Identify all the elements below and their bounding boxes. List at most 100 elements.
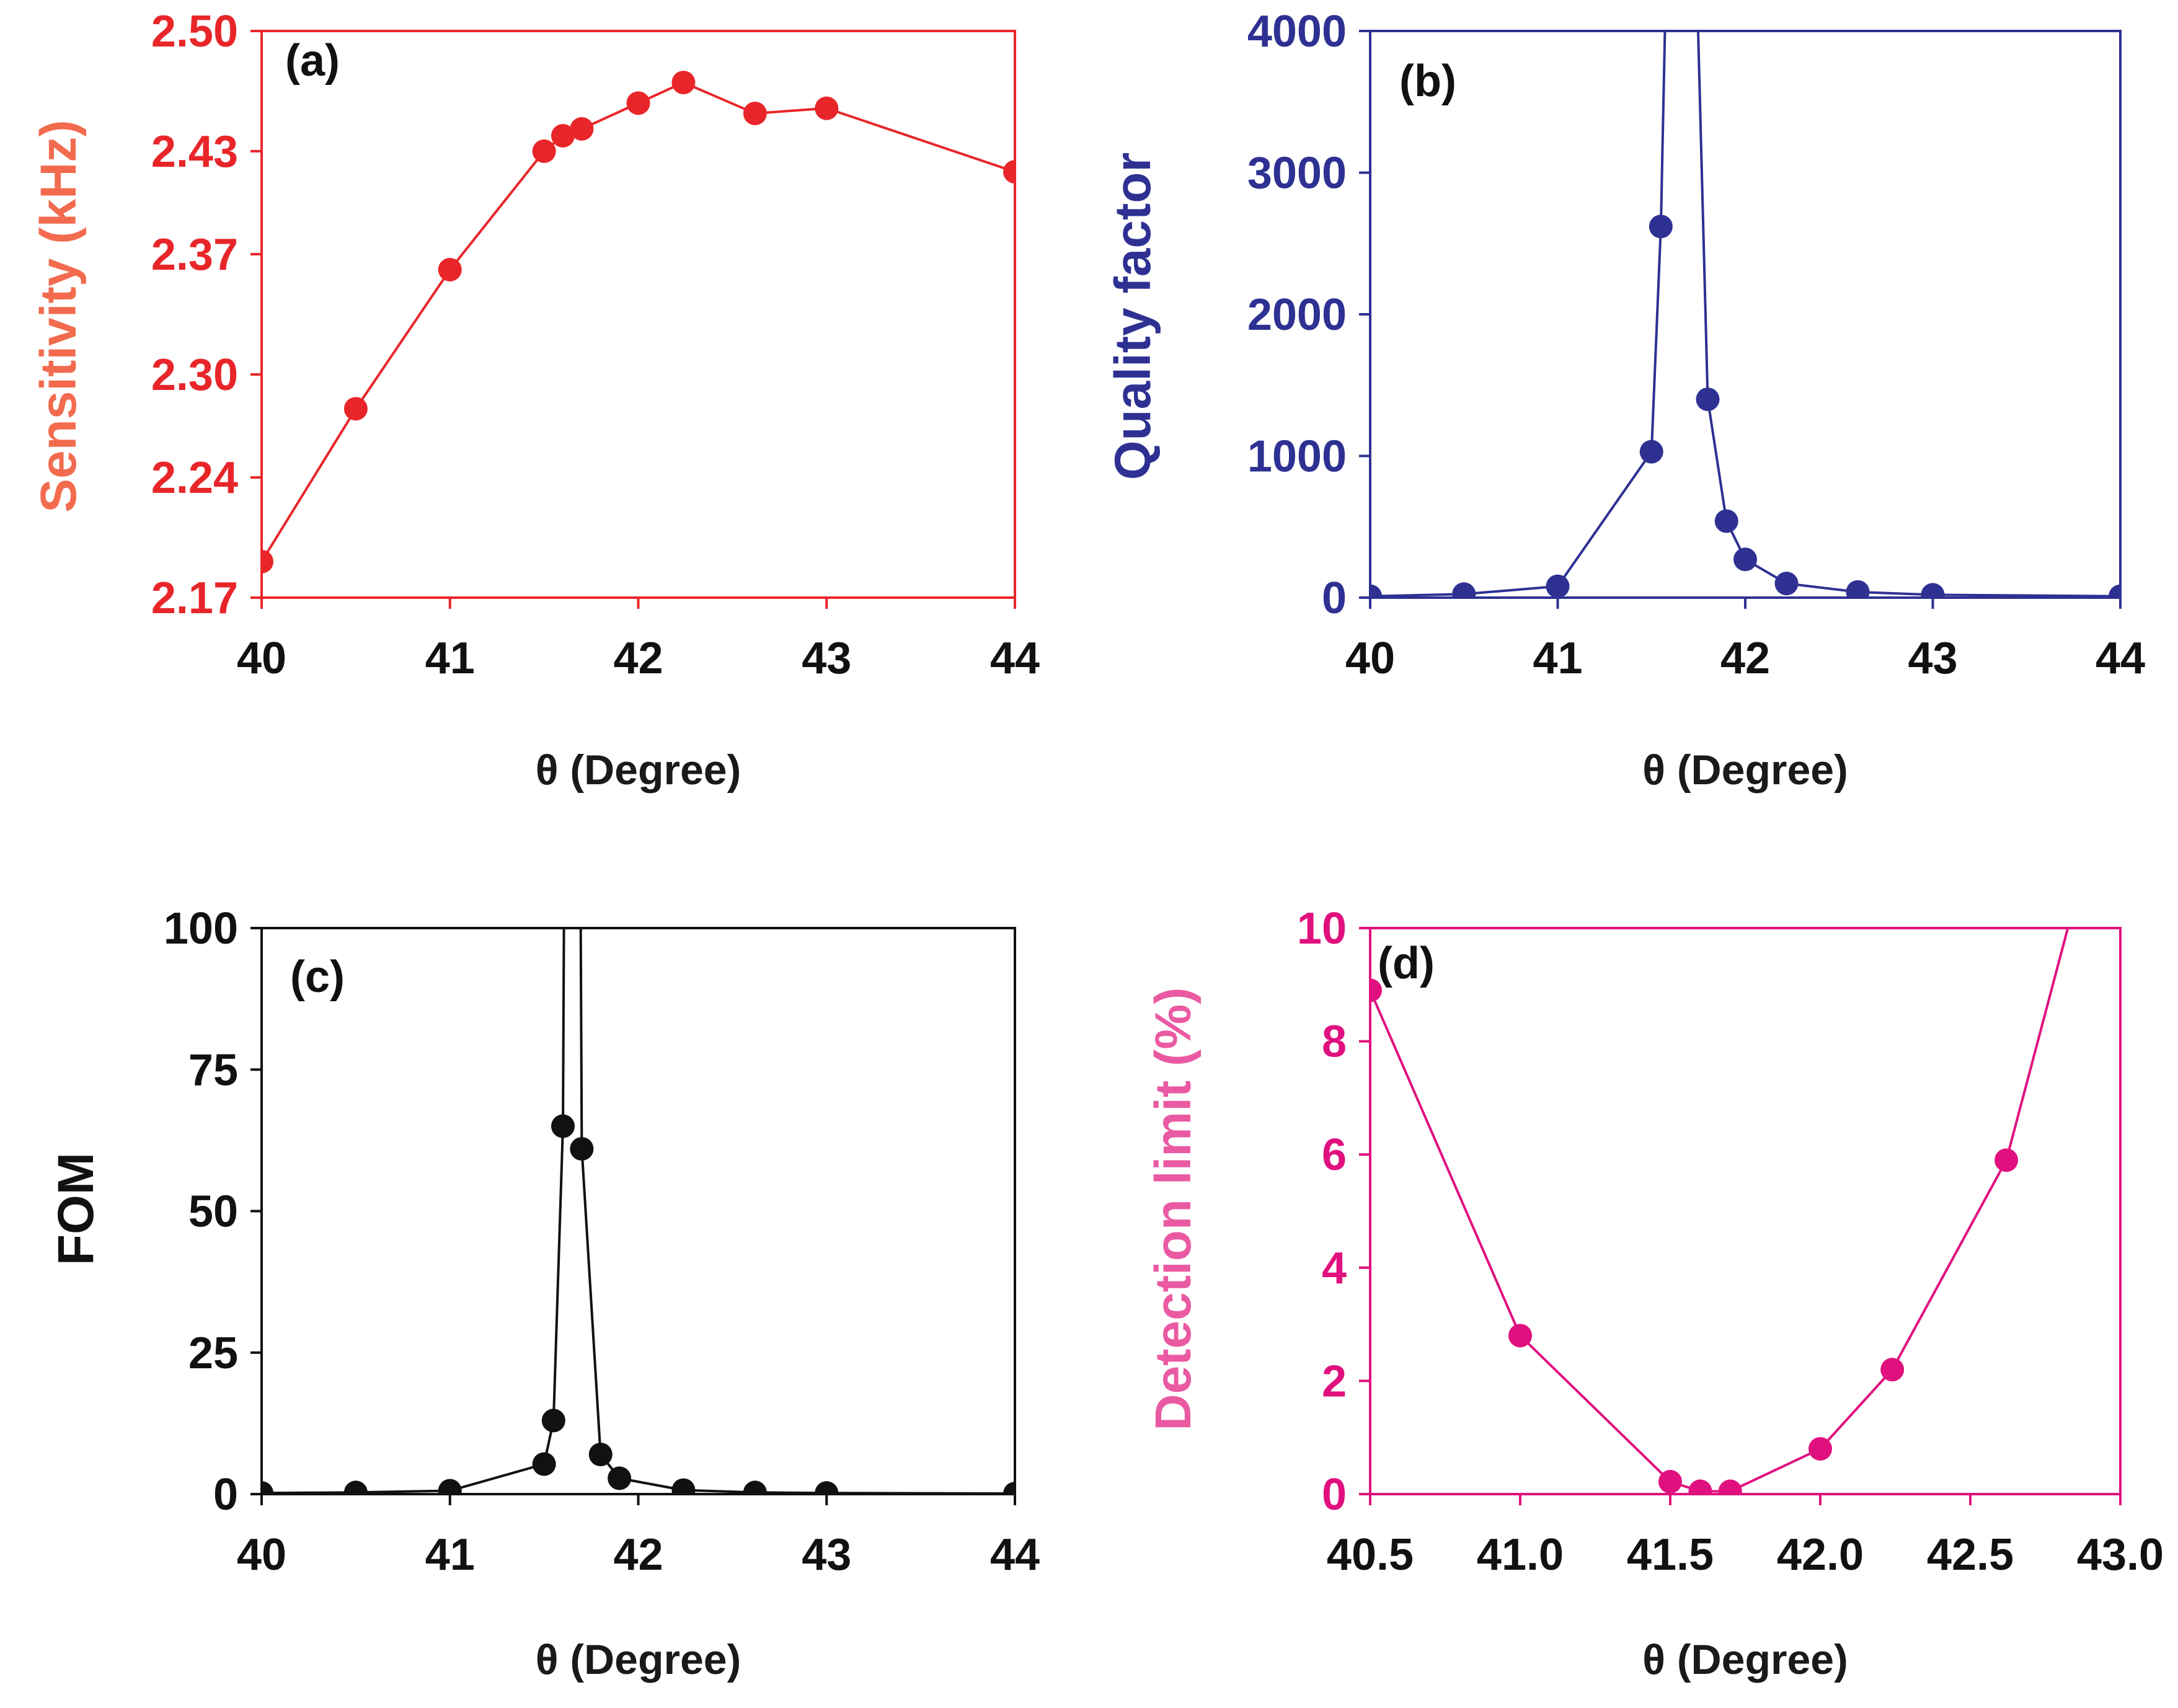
panel-b-xtick-label: 41: [1533, 634, 1582, 683]
panel-c: 0 25 50 75 100 40 41 42 43 44 θ (Degree) FOM (c): [48, 904, 1040, 1683]
panel-d-ytick-label: 6: [1322, 1130, 1347, 1180]
panel-d-data-point: [1370, 978, 1382, 1002]
panel-d-xtick-label: 41.0: [1477, 1530, 1564, 1580]
panel-a-label: (a): [285, 36, 340, 86]
panel-a-frame: [260, 30, 1016, 599]
panel-c-xtick-label: 43: [802, 1530, 851, 1580]
panel-a-ytick-label: 2.24: [151, 453, 238, 503]
panel-c-data-point: [262, 1481, 273, 1494]
panel-c-y-title: FOM: [48, 1153, 104, 1265]
panel-d-ytick-label: 2: [1322, 1356, 1347, 1406]
panel-c-series-line: [262, 928, 1015, 1494]
panel-d-ytick-label: 0: [1322, 1470, 1347, 1520]
panel-c-ytick-label: 0: [213, 1470, 238, 1520]
panel-c-data-point: [588, 1443, 613, 1467]
panel-a-xtick-label: 40: [237, 634, 286, 683]
panel-a-data-point: [262, 549, 273, 573]
panel-b-data-point: [1639, 440, 1663, 464]
panel-b-data-point: [1370, 584, 1382, 598]
panel-d-xtick-label: 40.5: [1327, 1530, 1414, 1580]
panel-b-data-point: [1846, 580, 1870, 598]
panel-a-xtick-label: 44: [990, 634, 1040, 683]
panel-b-data-point: [2109, 584, 2120, 598]
panel-a-series-line: [262, 81, 1015, 562]
panel-d-data-point: [1658, 1469, 1682, 1493]
panel-b-data-point: [1696, 387, 1720, 412]
panel-c-data-point: [1003, 1482, 1015, 1494]
panel-b-y-title: Quality factor: [1105, 153, 1161, 480]
panel-d-x-title: θ (Degree): [1642, 1636, 1848, 1683]
panel-c-xtick-label: 42: [613, 1530, 663, 1580]
panel-a-data-point: [815, 96, 839, 120]
panel-b-ytick-label: 2000: [1247, 290, 1347, 340]
panel-a-data-point: [1003, 160, 1015, 184]
panel-a-data-point: [671, 71, 696, 95]
panel-a-ytick-label: 2.30: [151, 350, 238, 400]
panel-b-x-title: θ (Degree): [1642, 746, 1848, 794]
panel-b-data-point: [1452, 582, 1476, 598]
panel-d-xtick-label: 41.5: [1627, 1530, 1714, 1580]
panel-c-frame: [260, 927, 1016, 1495]
panel-c-xtick-label: 44: [990, 1530, 1040, 1580]
panel-b-data-point: [1714, 509, 1738, 533]
panel-a-data-point: [532, 139, 556, 163]
panel-a: 2.17 2.24 2.30 2.37 2.43 2.50 40 41 42 43 44 θ (Deg…: [30, 7, 1040, 794]
panel-a-xtick-label: 42: [613, 634, 663, 683]
panel-c-data-point: [743, 1480, 767, 1494]
panel-b-data-point: [1546, 574, 1570, 598]
panel-d-data: [1370, 928, 2070, 1494]
panel-d-ytick-label: 4: [1322, 1244, 1347, 1293]
panel-a-ytick-label: 2.37: [151, 230, 238, 280]
panel-a-data-point: [343, 397, 368, 421]
panel-d-xtick-label: 42.5: [1927, 1530, 2014, 1580]
panel-c-data-point: [608, 1466, 632, 1490]
panel-a-xtick-label: 41: [425, 634, 475, 683]
panel-b-frame: [1369, 30, 2122, 599]
panel-b-xtick-label: 42: [1720, 634, 1770, 683]
panel-c-data-point: [541, 1409, 565, 1433]
panel-c-data-point: [815, 1481, 839, 1494]
panel-d-data-point: [1508, 1324, 1532, 1348]
panel-c-ytick-label: 75: [188, 1045, 238, 1095]
panel-c-xtick-label: 41: [425, 1530, 475, 1580]
panel-d-ytick-label: 10: [1297, 904, 1347, 954]
panel-b-ytick-label: 0: [1322, 573, 1347, 623]
panel-c-ytick-label: 25: [188, 1329, 238, 1378]
panel-c-x-title: θ (Degree): [536, 1636, 741, 1683]
panel-b-label: (b): [1399, 56, 1456, 106]
panel-d-ytick-label: 8: [1322, 1017, 1347, 1067]
panel-d-data-point: [1718, 1479, 1742, 1494]
panel-a-data-point: [551, 123, 575, 148]
panel-c-data-point: [570, 1137, 594, 1161]
panel-d-label: (d): [1378, 939, 1435, 988]
panel-b-xtick-label: 40: [1345, 634, 1395, 683]
panel-d-data-point: [1808, 1436, 1832, 1461]
panel-a-data: [262, 71, 1015, 573]
panel-d-data-point: [1880, 1358, 1905, 1382]
panel-c-data: [262, 928, 1015, 1494]
panel-c-data-point: [343, 1480, 368, 1494]
panel-b-data-point: [1921, 583, 1945, 598]
panel-a-data-point: [438, 257, 462, 281]
panel-b-series-line: [1370, 31, 2120, 598]
panel-b-data-point: [1649, 215, 1673, 239]
panel-b: 0 1000 2000 3000 4000 40 41 42 43 44 θ (Degree) Qua…: [1105, 7, 2145, 794]
panel-b-xtick-label: 44: [2096, 634, 2145, 683]
panel-b-data-point: [1733, 547, 1757, 572]
panel-a-data-point: [570, 117, 594, 141]
panel-c-ytick-label: 50: [188, 1187, 238, 1237]
panel-c-data-point: [671, 1478, 696, 1494]
panel-c-xtick-label: 40: [237, 1530, 286, 1580]
panel-b-xtick-label: 43: [1908, 634, 1957, 683]
panel-a-xtick-label: 43: [802, 634, 851, 683]
panel-a-data-point: [743, 101, 767, 125]
panel-a-y-title: Sensitivity (kHz): [30, 120, 87, 512]
panel-c-data-point: [551, 1114, 575, 1138]
panel-d: 0 2 4 6 8 10 40.5 41.0 41.5 42.0 42.5 43.0 θ (Degree…: [1145, 904, 2164, 1683]
panel-b-ytick-label: 3000: [1247, 149, 1347, 198]
panel-a-x-title: θ (Degree): [536, 746, 741, 794]
panel-d-xtick-label: 43.0: [2077, 1530, 2164, 1580]
panel-c-data-point: [438, 1479, 462, 1494]
panel-c-ytick-label: 100: [164, 904, 238, 954]
